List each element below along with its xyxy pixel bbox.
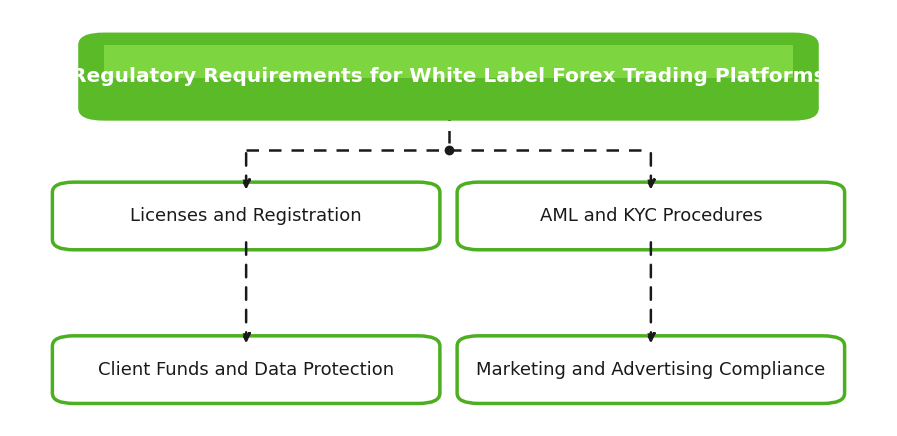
Text: Client Funds and Data Protection: Client Funds and Data Protection [98, 361, 394, 378]
Text: Licenses and Registration: Licenses and Registration [130, 207, 362, 225]
FancyBboxPatch shape [457, 182, 845, 250]
FancyBboxPatch shape [78, 33, 819, 121]
FancyBboxPatch shape [52, 182, 440, 250]
FancyBboxPatch shape [52, 336, 440, 403]
Text: Marketing and Advertising Compliance: Marketing and Advertising Compliance [476, 361, 825, 378]
Text: Regulatory Requirements for White Label Forex Trading Platforms: Regulatory Requirements for White Label … [71, 67, 826, 86]
Text: AML and KYC Procedures: AML and KYC Procedures [540, 207, 762, 225]
FancyBboxPatch shape [104, 45, 793, 78]
FancyBboxPatch shape [457, 336, 845, 403]
